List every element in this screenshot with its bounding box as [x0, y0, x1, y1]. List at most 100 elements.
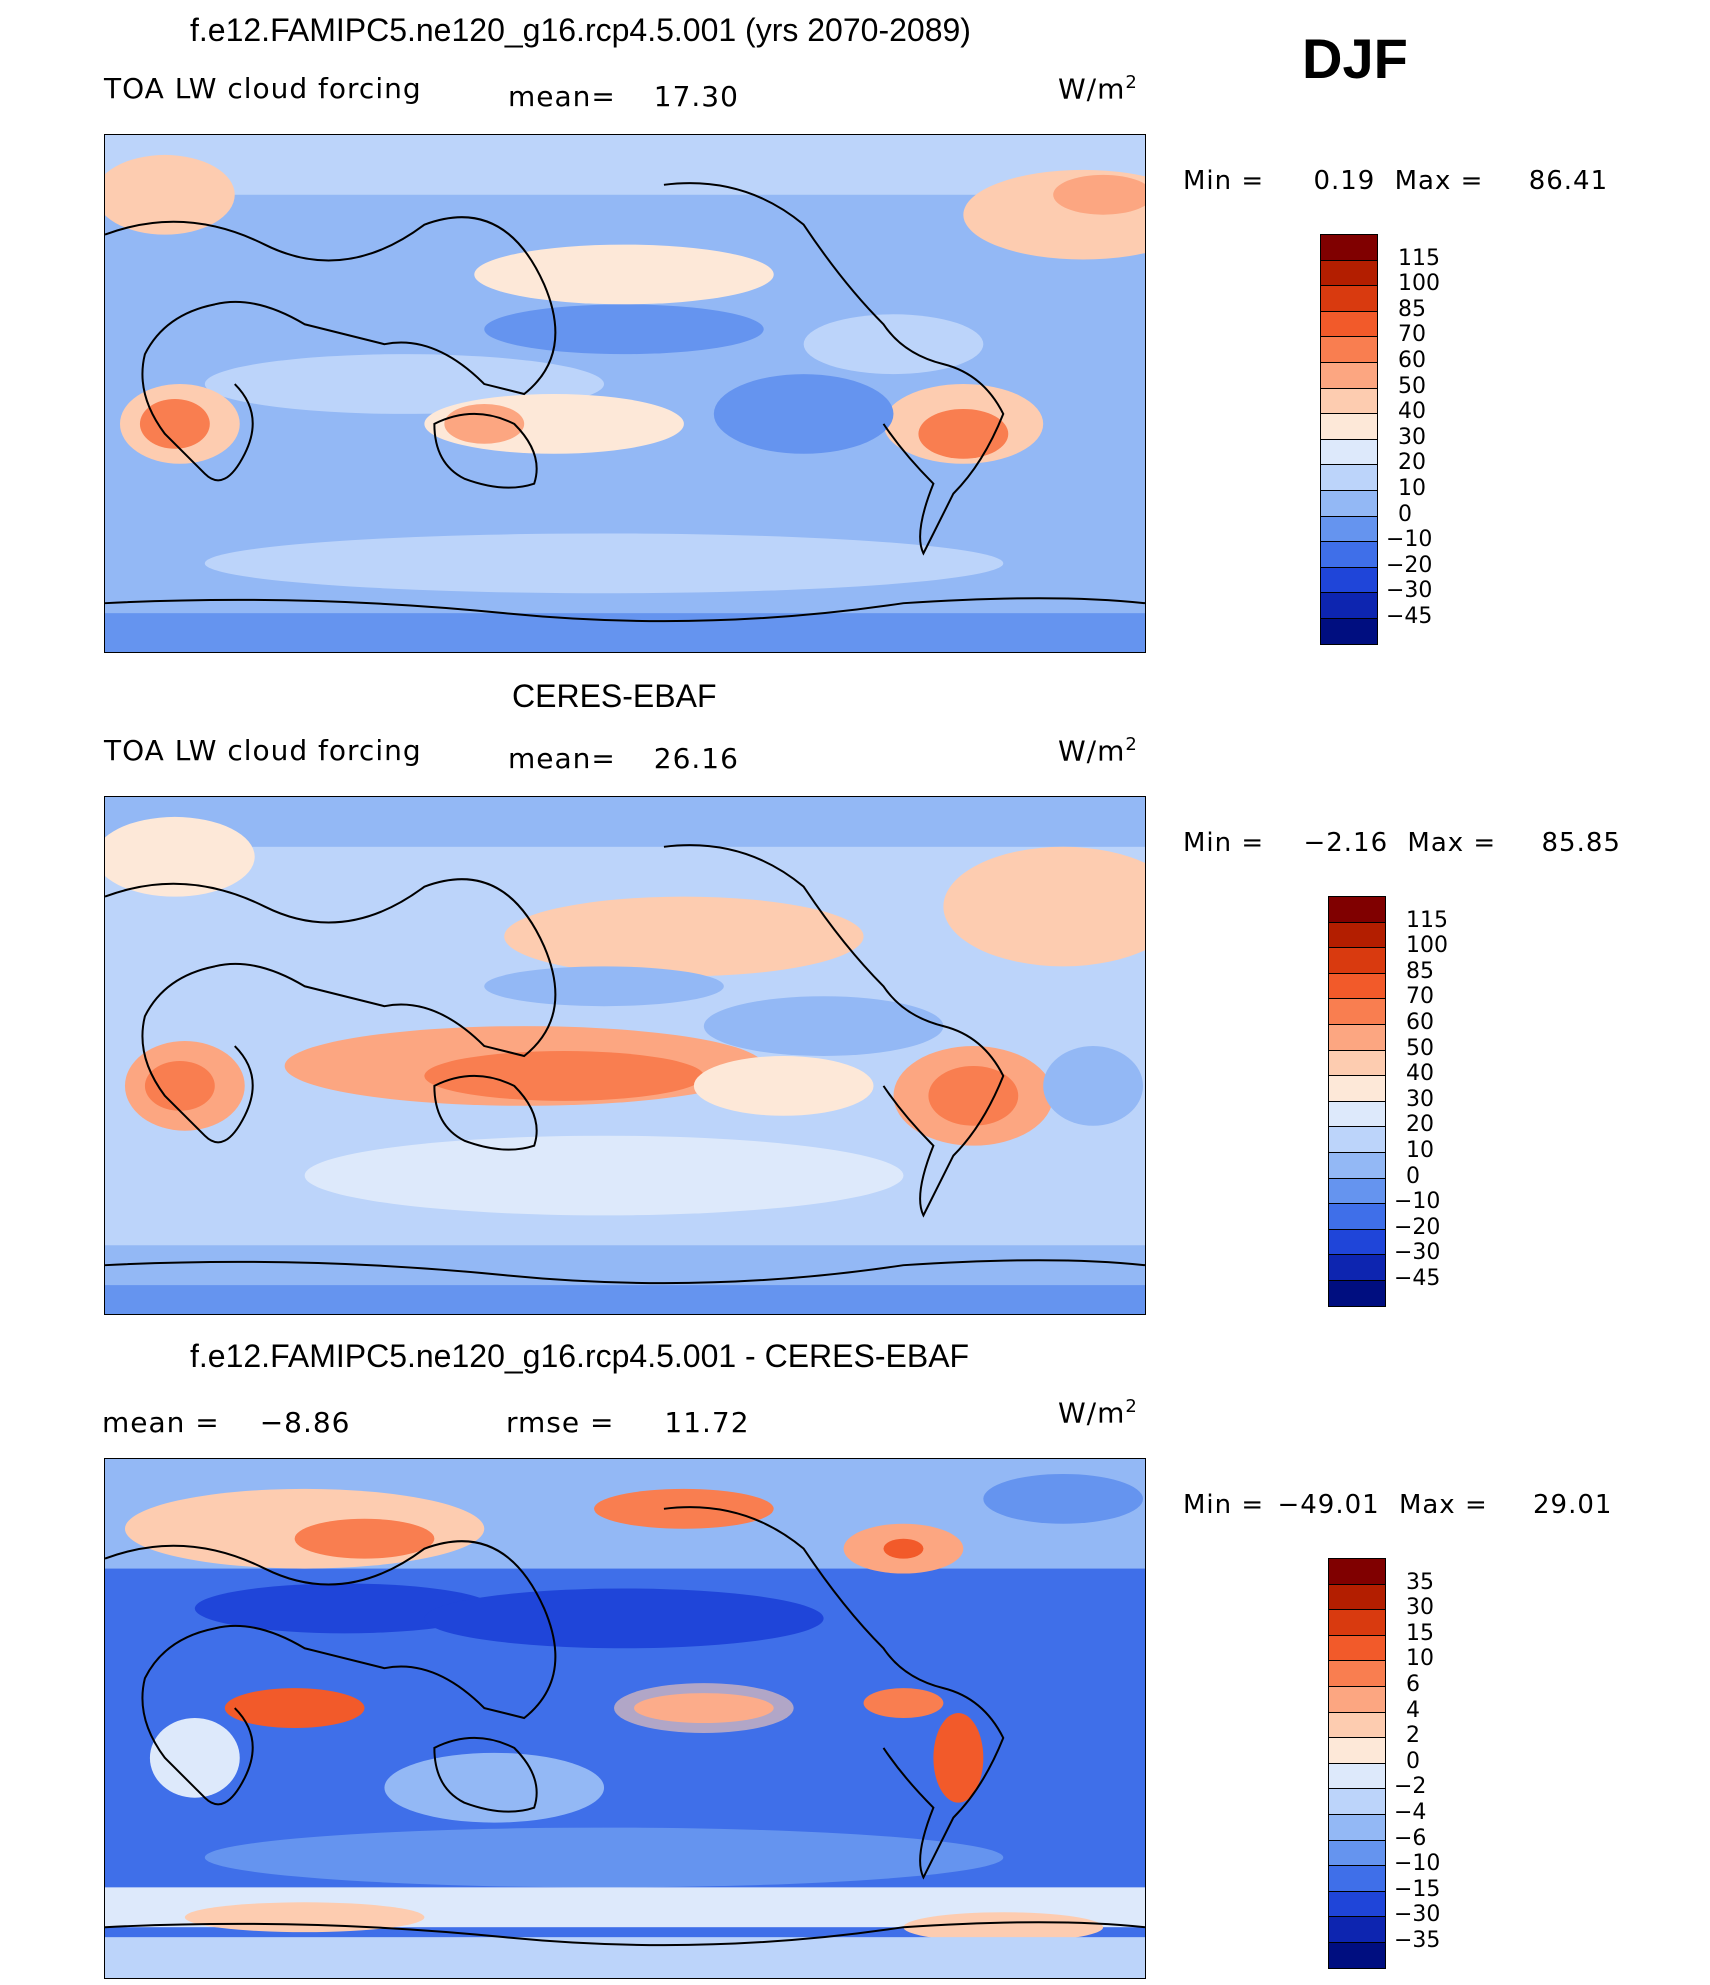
colorbar-tick-label: −30: [1394, 1902, 1441, 1928]
colorbar-swatch: [1328, 1203, 1386, 1230]
colorbar-swatch: [1328, 1788, 1386, 1815]
colorbar-tick-label: 30: [1406, 1086, 1434, 1112]
colorbar-tick-label: 20: [1406, 1112, 1434, 1138]
colorbar-swatch: [1320, 566, 1378, 594]
colorbar-tick-label: −15: [1394, 1876, 1441, 1902]
colorbar-swatch: [1328, 1942, 1386, 1969]
colorbar-tick-label: −45: [1394, 1266, 1441, 1291]
colorbar-swatch: [1328, 1634, 1386, 1662]
colorbar-swatch: [1320, 515, 1378, 543]
colorbar-tick-label: 85: [1398, 296, 1426, 322]
colorbar-swatch: [1328, 998, 1386, 1025]
colorbar-tick-label: 10: [1406, 1646, 1434, 1672]
colorbar-tick-label: 0: [1406, 1748, 1420, 1774]
colorbar-tick-label: 115: [1398, 245, 1440, 271]
panel1-map-field: [105, 135, 1145, 652]
colorbar-swatch: [1328, 1686, 1386, 1713]
colorbar-swatch: [1320, 310, 1378, 338]
colorbar-tick-label: 50: [1398, 373, 1426, 399]
panel3-mean-label: mean =: [102, 1406, 220, 1439]
colorbar-swatch: [1328, 1660, 1386, 1687]
colorbar-tick-label: 100: [1398, 271, 1440, 297]
colorbar-tick-label: 15: [1406, 1620, 1434, 1646]
colorbar-swatch: [1328, 1280, 1386, 1307]
panel3-units: W/m2: [1058, 1396, 1138, 1430]
colorbar-tick-label: 60: [1398, 348, 1426, 373]
colorbar-swatch: [1328, 1024, 1386, 1051]
panel2-minmax: Min = −2.16 Max = 85.85: [1183, 828, 1621, 858]
panel1-units: W/m2: [1058, 72, 1138, 106]
colorbar-tick-label: 30: [1398, 424, 1426, 450]
colorbar-swatch: [1320, 259, 1378, 287]
colorbar-tick-label: 20: [1398, 450, 1426, 476]
colorbar-tick-label: −20: [1386, 552, 1433, 578]
colorbar-tick-label: 50: [1406, 1035, 1434, 1061]
panel2-map: [104, 796, 1146, 1315]
colorbar-swatch: [1328, 972, 1386, 1000]
colorbar-swatch: [1320, 336, 1378, 363]
colorbar-tick-label: 0: [1398, 501, 1412, 527]
colorbar-tick-label: 2: [1406, 1723, 1420, 1749]
panel2-mean-value: 26.16: [653, 742, 739, 775]
colorbar-swatch: [1328, 947, 1386, 974]
colorbar-tick-label: 10: [1406, 1138, 1434, 1163]
colorbar-tick-label: −35: [1394, 1928, 1441, 1953]
colorbar-swatch: [1320, 438, 1378, 466]
panel3-rmse-value: 11.72: [664, 1406, 750, 1439]
panel2-units: W/m2: [1058, 734, 1138, 768]
colorbar-swatch: [1328, 1583, 1386, 1611]
colorbar-swatch: [1328, 1177, 1386, 1205]
colorbar-swatch: [1328, 1254, 1386, 1281]
colorbar-tick-label: 6: [1406, 1672, 1420, 1697]
colorbar-tick-label: 4: [1406, 1697, 1420, 1723]
colorbar-tick-label: −30: [1394, 1240, 1441, 1266]
colorbar-tick-label: 100: [1406, 933, 1448, 959]
colorbar-swatch: [1320, 234, 1378, 261]
colorbar-swatch: [1320, 362, 1378, 389]
colorbar-swatch: [1328, 1839, 1386, 1867]
panel1-mean-value: 17.30: [653, 80, 739, 113]
colorbar-swatch: [1320, 592, 1378, 619]
colorbar-swatch: [1328, 1711, 1386, 1739]
colorbar-tick-label: 85: [1406, 958, 1434, 984]
colorbar-swatch: [1320, 413, 1378, 440]
colorbar-swatch: [1328, 1558, 1386, 1585]
colorbar-swatch: [1328, 1762, 1386, 1790]
colorbar-swatch: [1320, 541, 1378, 568]
colorbar-swatch: [1328, 896, 1386, 923]
colorbar-swatch: [1328, 1737, 1386, 1764]
colorbar-swatch: [1320, 464, 1378, 491]
colorbar-tick-label: 40: [1398, 399, 1426, 425]
panel2-map-field: [105, 797, 1145, 1314]
colorbar-tick-label: 35: [1406, 1569, 1434, 1595]
colorbar-swatch: [1320, 618, 1378, 645]
colorbar-tick-label: −45: [1386, 604, 1433, 629]
colorbar-tick-label: 40: [1406, 1061, 1434, 1087]
panel1-minmax: Min = 0.19 Max = 86.41: [1183, 166, 1609, 196]
colorbar-swatch: [1328, 1228, 1386, 1256]
panel3-mean-value: −8.86: [259, 1406, 351, 1439]
colorbar-tick-label: −2: [1394, 1774, 1427, 1800]
season-label: DJF: [1302, 27, 1408, 90]
colorbar-tick-label: −10: [1386, 527, 1433, 553]
panel1-variable-label: TOA LW cloud forcing: [104, 72, 422, 105]
colorbar-tick-label: 115: [1406, 907, 1448, 933]
panel2-mean-label: mean=: [508, 742, 616, 775]
colorbar-tick-label: −6: [1394, 1825, 1427, 1851]
colorbar-swatch: [1320, 285, 1378, 312]
panel3-map: [104, 1458, 1146, 1979]
colorbar-tick-label: 10: [1398, 476, 1426, 501]
colorbar-tick-label: 70: [1406, 984, 1434, 1010]
panel1-title: f.e12.FAMIPC5.ne120_g16.rcp4.5.001 (yrs …: [190, 12, 971, 48]
colorbar-swatch: [1320, 490, 1378, 517]
colorbar-tick-label: −30: [1386, 578, 1433, 604]
panel3-minmax: Min = −49.01 Max = 29.01: [1183, 1490, 1613, 1520]
colorbar-swatch: [1328, 1916, 1386, 1943]
panel1-mean-label: mean=: [508, 80, 616, 113]
panel3-map-field: [105, 1459, 1145, 1978]
colorbar-swatch: [1328, 1865, 1386, 1892]
colorbar-tick-label: −10: [1394, 1189, 1441, 1215]
colorbar-tick-label: 60: [1406, 1010, 1434, 1035]
colorbar-swatch: [1328, 1049, 1386, 1077]
colorbar-swatch: [1328, 1609, 1386, 1636]
